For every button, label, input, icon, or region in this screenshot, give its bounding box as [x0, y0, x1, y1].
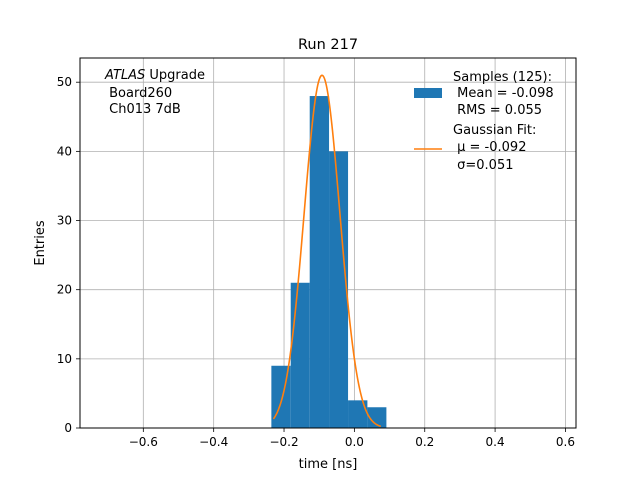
chart-title: Run 217 — [298, 37, 358, 53]
y-tick-label: 10 — [57, 352, 72, 366]
histogram-bars — [271, 96, 387, 428]
y-axis-ticks: 0 10 20 30 40 50 — [57, 75, 80, 435]
legend: Samples (125): Mean = -0.098 RMS = 0.055… — [414, 70, 554, 173]
legend-samples-mean: Mean = -0.098 — [453, 86, 554, 101]
annotation-line-2: Board260 — [105, 86, 172, 101]
legend-samples-title: Samples (125): — [453, 70, 552, 85]
x-axis-label: time [ns] — [299, 457, 358, 472]
y-tick-label: 20 — [57, 283, 72, 297]
annotation-line-1: Upgrade — [145, 68, 205, 83]
gaussian-fit-curve — [272, 74, 382, 428]
y-tick-label: 30 — [57, 214, 72, 228]
legend-fit-title: Gaussian Fit: — [453, 123, 536, 138]
legend-fit-sigma: σ=0.051 — [453, 158, 513, 173]
histogram-bar — [309, 96, 330, 428]
x-tick-label: −0.6 — [129, 435, 158, 449]
fit-line — [272, 74, 382, 428]
x-tick-label: −0.2 — [269, 435, 298, 449]
plot-frame — [79, 57, 577, 429]
svg-text:ATLAS Upgrade: ATLAS Upgrade — [104, 68, 205, 83]
annotation: ATLAS Upgrade Board260 Ch013 7dB — [104, 68, 205, 117]
histogram-bar — [367, 407, 387, 428]
x-tick-label: 0.6 — [556, 435, 575, 449]
legend-histogram-swatch — [414, 88, 442, 98]
y-tick-label: 40 — [57, 144, 72, 158]
x-tick-label: 0.2 — [415, 435, 434, 449]
y-tick-label: 50 — [57, 75, 72, 89]
x-axis-ticks: −0.6 −0.4 −0.2 0.0 0.2 0.4 0.6 — [129, 428, 575, 449]
x-tick-label: 0.4 — [486, 435, 505, 449]
legend-fit-mu: μ = -0.092 — [453, 140, 526, 155]
x-tick-label: −0.4 — [199, 435, 228, 449]
y-tick-label: 0 — [64, 421, 72, 435]
histogram-bar — [329, 151, 349, 428]
x-tick-label: 0.0 — [345, 435, 364, 449]
y-axis-label: Entries — [33, 220, 48, 266]
histogram-bar — [348, 400, 368, 428]
annotation-atlas: ATLAS — [104, 68, 145, 83]
histogram-bar — [290, 282, 310, 428]
annotation-line-3: Ch013 7dB — [105, 102, 181, 117]
legend-samples-rms: RMS = 0.055 — [453, 103, 542, 118]
grid — [80, 58, 576, 429]
